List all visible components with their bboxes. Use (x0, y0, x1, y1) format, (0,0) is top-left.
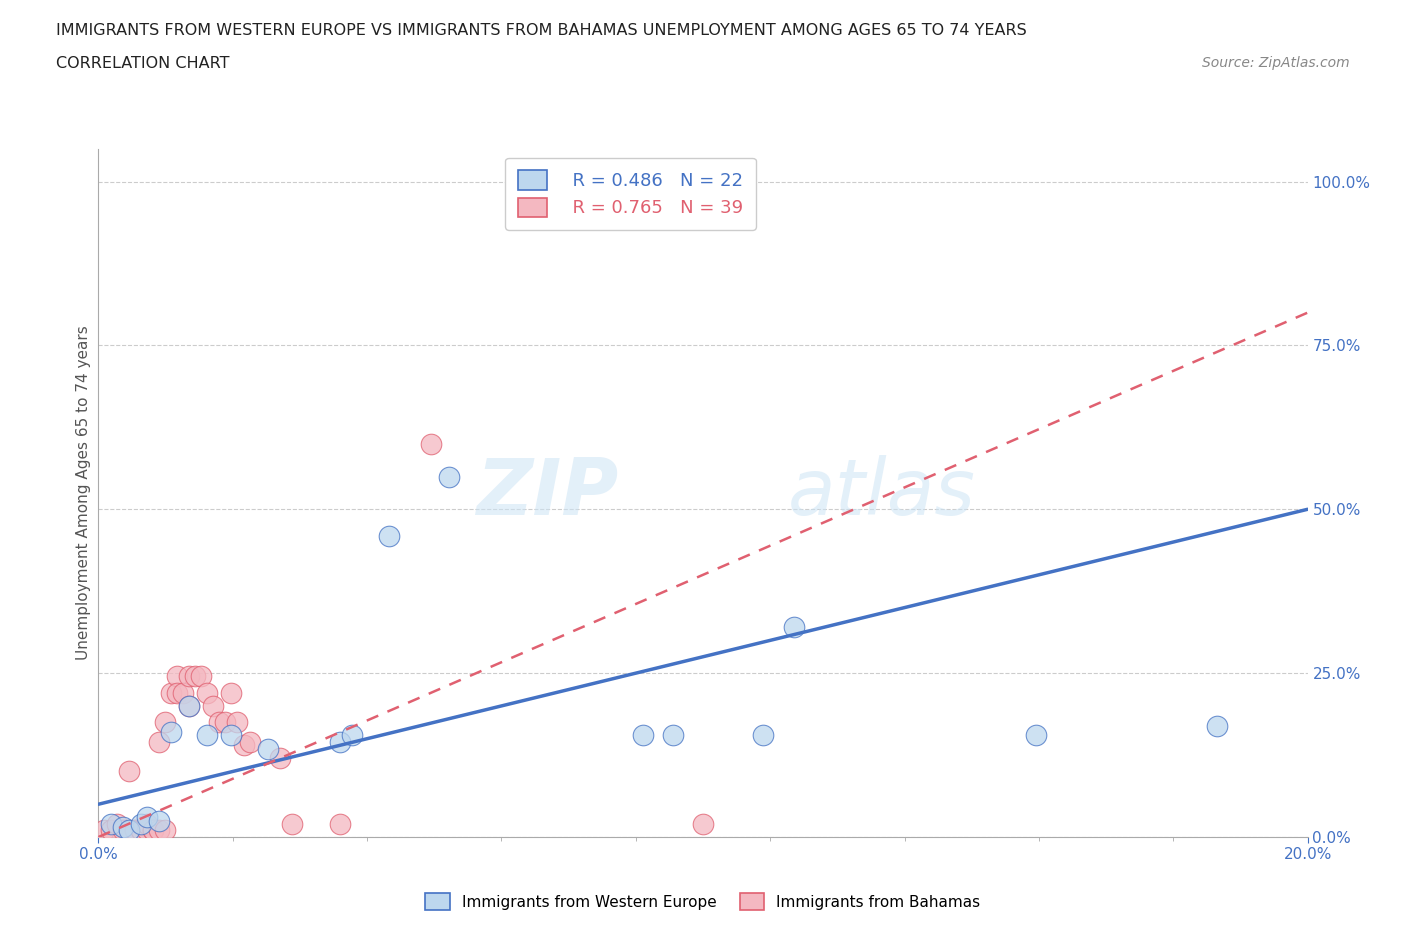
Point (148, 823, 170, 838)
Point (129, 823, 152, 838)
Text: atlas: atlas (787, 455, 976, 531)
Point (177, 698, 201, 713)
Point (195, 685, 218, 700)
Point (129, 823, 152, 838)
Point (129, 817, 152, 831)
Point (221, 728, 243, 743)
Point (221, 685, 243, 700)
Point (226, 715, 249, 730)
Point (142, 823, 165, 838)
Point (160, 685, 183, 700)
Point (281, 817, 304, 831)
Point (100, 823, 122, 838)
Legend:   R = 0.486   N = 22,   R = 0.765   N = 39: R = 0.486 N = 22, R = 0.765 N = 39 (505, 158, 756, 230)
Point (184, 669, 207, 684)
Point (269, 751, 291, 765)
Point (752, 728, 775, 743)
Point (782, 619, 804, 634)
Point (118, 764, 141, 779)
Point (540, 174, 562, 189)
Point (256, 741, 278, 756)
Point (692, 817, 714, 831)
Point (329, 817, 352, 831)
Text: Source: ZipAtlas.com: Source: ZipAtlas.com (1202, 56, 1350, 70)
Y-axis label: Unemployment Among Ages 65 to 74 years: Unemployment Among Ages 65 to 74 years (76, 326, 91, 660)
Point (1024, 728, 1046, 743)
Point (195, 728, 218, 743)
Point (172, 685, 194, 700)
Point (118, 823, 141, 838)
Point (377, 528, 399, 543)
Point (1206, 718, 1229, 733)
Point (342, 728, 364, 743)
Point (148, 813, 170, 828)
Text: CORRELATION CHART: CORRELATION CHART (56, 56, 229, 71)
Text: ZIP: ZIP (477, 455, 619, 531)
Point (631, 728, 654, 743)
Point (124, 823, 146, 838)
Point (100, 817, 122, 831)
Point (190, 669, 212, 684)
Point (111, 819, 134, 834)
Point (661, 728, 683, 743)
Point (177, 698, 201, 713)
Point (214, 715, 236, 730)
Text: IMMIGRANTS FROM WESTERN EUROPE VS IMMIGRANTS FROM BAHAMAS UNEMPLOYMENT AMONG AGE: IMMIGRANTS FROM WESTERN EUROPE VS IMMIGR… (56, 23, 1026, 38)
Point (232, 737, 254, 752)
Point (166, 685, 188, 700)
Point (153, 715, 176, 730)
Point (208, 715, 231, 730)
Point (202, 698, 225, 713)
Point (93, 823, 115, 838)
Point (437, 469, 460, 484)
Point (329, 735, 352, 750)
Point (239, 735, 262, 750)
Point (111, 823, 134, 838)
Point (135, 823, 157, 838)
Point (419, 436, 441, 451)
Point (160, 724, 183, 739)
Legend: Immigrants from Western Europe, Immigrants from Bahamas: Immigrants from Western Europe, Immigran… (418, 885, 988, 918)
Point (118, 823, 141, 838)
Point (142, 823, 165, 838)
Point (135, 810, 157, 825)
Point (105, 817, 128, 831)
Point (153, 823, 176, 838)
Point (148, 735, 170, 750)
Point (124, 823, 146, 838)
Point (135, 817, 157, 831)
Point (177, 669, 201, 684)
Point (166, 669, 188, 684)
